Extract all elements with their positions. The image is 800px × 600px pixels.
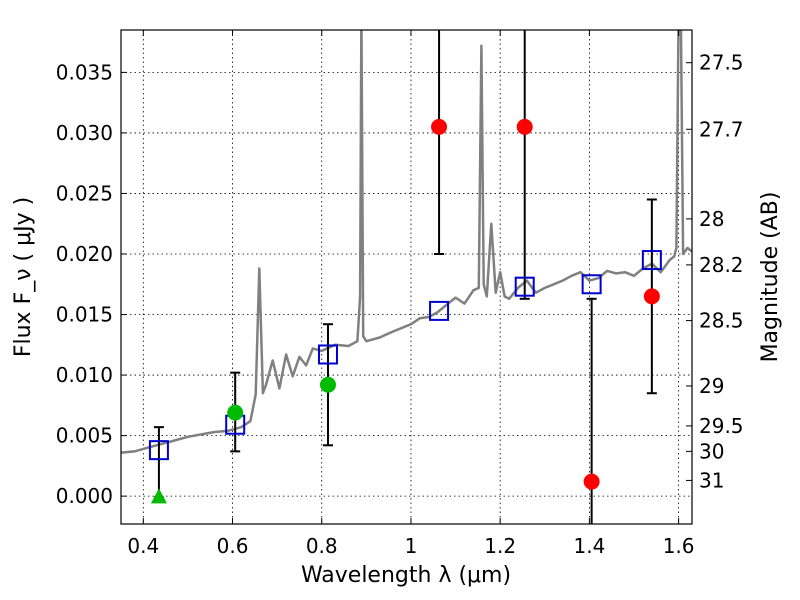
mag-tick-label: 28.5 bbox=[699, 309, 744, 333]
model-photometry-square bbox=[148, 440, 169, 461]
non-detection-point bbox=[431, 118, 448, 135]
y-axis-label: Flux F_ν ( μJy ) bbox=[11, 197, 36, 357]
upper-limit-triangle bbox=[150, 488, 167, 504]
x-tick-label: 0.6 bbox=[217, 534, 249, 558]
x-tick-label: 1.2 bbox=[484, 534, 516, 558]
y-tick-label: 0.025 bbox=[56, 181, 113, 205]
plot-frame bbox=[120, 29, 693, 525]
y-tick-label: 0.015 bbox=[56, 303, 113, 327]
y-tick-label: 0.030 bbox=[56, 121, 113, 145]
non-detection-point bbox=[583, 473, 600, 490]
y-tick-label: 0.005 bbox=[56, 424, 113, 448]
y-tick-label: 0.010 bbox=[56, 363, 113, 387]
detection-point bbox=[227, 404, 244, 421]
y-tick-label: 0.000 bbox=[56, 484, 113, 508]
mag-tick-label: 28 bbox=[699, 207, 724, 231]
non-detection-point bbox=[516, 118, 533, 135]
x-tick-label: 1.6 bbox=[663, 534, 695, 558]
mag-tick-label: 27.5 bbox=[699, 51, 744, 75]
x-tick-label: 0.8 bbox=[306, 534, 338, 558]
y-tick-label: 0.020 bbox=[56, 242, 113, 266]
x-tick-label: 1.4 bbox=[573, 534, 605, 558]
mag-tick-label: 31 bbox=[699, 468, 724, 492]
mag-tick-label: 29.5 bbox=[699, 414, 744, 438]
non-detection-point bbox=[643, 288, 660, 305]
x-tick-label: 1 bbox=[405, 534, 418, 558]
model-photometry-square bbox=[641, 250, 662, 271]
mag-tick-label: 27.7 bbox=[699, 117, 744, 141]
markers bbox=[148, 30, 662, 524]
model-spectrum-line bbox=[121, 30, 692, 454]
x-tick-label: 0.4 bbox=[127, 534, 159, 558]
y-axis-right-label: Magnitude (AB) bbox=[758, 192, 783, 363]
model-photometry-square bbox=[581, 274, 602, 295]
detection-point bbox=[319, 376, 336, 393]
mag-tick-label: 28.2 bbox=[699, 253, 744, 277]
x-axis-label: Wavelength λ (μm) bbox=[301, 563, 511, 588]
ticks: 0.4 0.6 0.8 1 1.2 1.4 1.6 0.000 0.005 0.010 0.015 0… bbox=[56, 30, 744, 558]
mag-tick-label: 30 bbox=[699, 439, 724, 463]
model-photometry-square bbox=[429, 300, 450, 321]
model-photometry-square bbox=[514, 276, 535, 297]
plot-area bbox=[121, 30, 692, 524]
mag-tick-label: 29 bbox=[699, 374, 724, 398]
y-tick-label: 0.035 bbox=[56, 60, 113, 84]
model-photometry-square bbox=[317, 344, 338, 365]
